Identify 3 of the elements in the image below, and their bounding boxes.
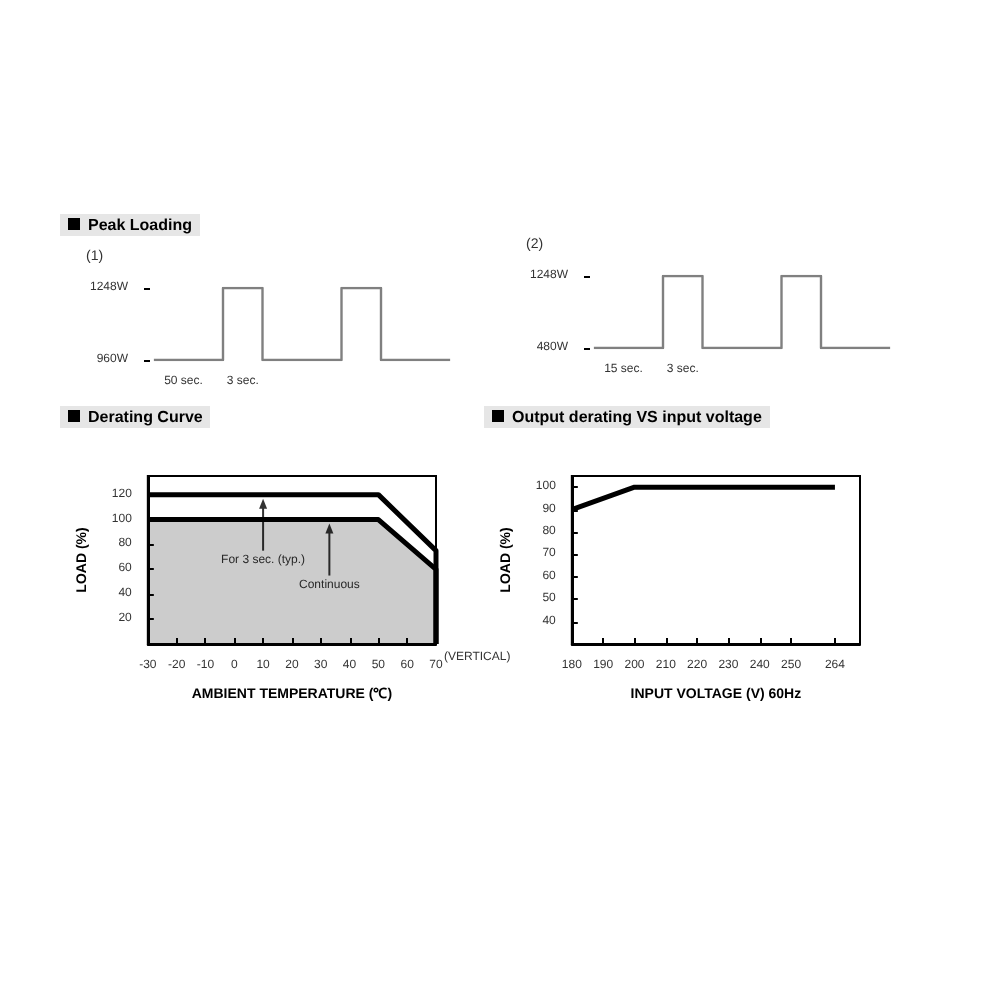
chart-title: Output derating VS input voltage (512, 407, 762, 425)
chart-title: Peak Loading (88, 215, 193, 233)
chart-title: Derating Curve (88, 407, 203, 425)
